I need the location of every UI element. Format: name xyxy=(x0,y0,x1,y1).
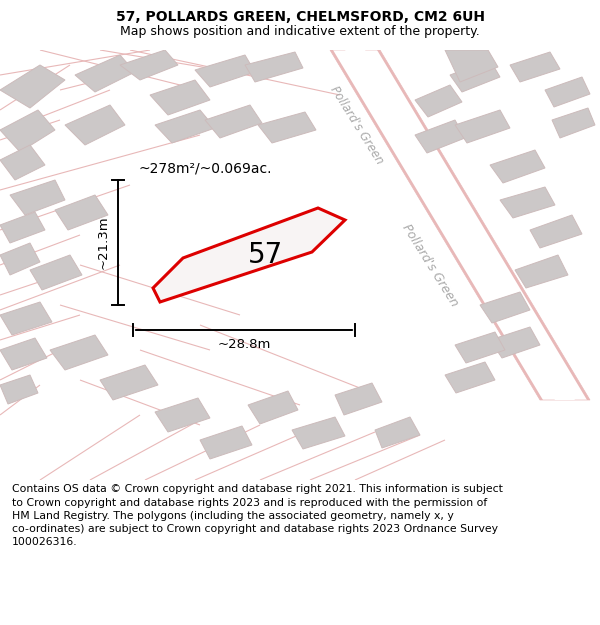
Polygon shape xyxy=(330,50,590,400)
Polygon shape xyxy=(200,426,252,459)
Polygon shape xyxy=(155,110,215,143)
Polygon shape xyxy=(455,332,505,363)
Polygon shape xyxy=(490,327,540,358)
Polygon shape xyxy=(0,375,38,404)
Polygon shape xyxy=(0,110,55,152)
Text: ~21.3m: ~21.3m xyxy=(97,216,110,269)
Polygon shape xyxy=(375,417,420,448)
Polygon shape xyxy=(292,417,345,449)
Polygon shape xyxy=(415,85,462,117)
Polygon shape xyxy=(415,120,465,153)
Polygon shape xyxy=(100,365,158,400)
Polygon shape xyxy=(0,338,47,370)
Polygon shape xyxy=(195,55,255,87)
Polygon shape xyxy=(552,108,595,138)
Text: ~278m²/~0.069ac.: ~278m²/~0.069ac. xyxy=(138,161,272,175)
Polygon shape xyxy=(55,195,108,230)
Text: Pollard's Green: Pollard's Green xyxy=(400,221,461,309)
Polygon shape xyxy=(545,77,590,107)
Polygon shape xyxy=(330,50,543,400)
Polygon shape xyxy=(515,255,568,288)
Text: Map shows position and indicative extent of the property.: Map shows position and indicative extent… xyxy=(120,24,480,38)
Polygon shape xyxy=(455,110,510,143)
Text: 57: 57 xyxy=(248,241,283,269)
Polygon shape xyxy=(450,60,500,92)
Polygon shape xyxy=(50,335,108,370)
Polygon shape xyxy=(155,398,210,432)
Text: Contains OS data © Crown copyright and database right 2021. This information is : Contains OS data © Crown copyright and d… xyxy=(12,484,503,547)
Polygon shape xyxy=(480,292,530,323)
Polygon shape xyxy=(490,150,545,183)
Polygon shape xyxy=(258,112,316,143)
Polygon shape xyxy=(30,255,82,290)
Polygon shape xyxy=(0,243,40,275)
Polygon shape xyxy=(445,50,498,82)
Polygon shape xyxy=(75,55,135,92)
Polygon shape xyxy=(345,50,575,400)
Polygon shape xyxy=(500,187,555,218)
Polygon shape xyxy=(245,52,303,82)
Polygon shape xyxy=(335,383,382,415)
Polygon shape xyxy=(248,391,298,424)
Polygon shape xyxy=(205,105,262,138)
Polygon shape xyxy=(377,50,590,400)
Polygon shape xyxy=(150,80,210,115)
Polygon shape xyxy=(0,212,45,243)
Polygon shape xyxy=(153,208,345,302)
Polygon shape xyxy=(65,105,125,145)
Text: 57, POLLARDS GREEN, CHELMSFORD, CM2 6UH: 57, POLLARDS GREEN, CHELMSFORD, CM2 6UH xyxy=(115,10,485,24)
Polygon shape xyxy=(445,362,495,393)
Polygon shape xyxy=(0,65,65,108)
Text: Pollard's Green: Pollard's Green xyxy=(328,84,386,166)
Polygon shape xyxy=(10,180,65,215)
Polygon shape xyxy=(120,50,178,80)
Text: ~28.8m: ~28.8m xyxy=(217,338,271,351)
Polygon shape xyxy=(0,145,45,180)
Polygon shape xyxy=(530,215,582,248)
Polygon shape xyxy=(0,302,52,335)
Polygon shape xyxy=(510,52,560,82)
